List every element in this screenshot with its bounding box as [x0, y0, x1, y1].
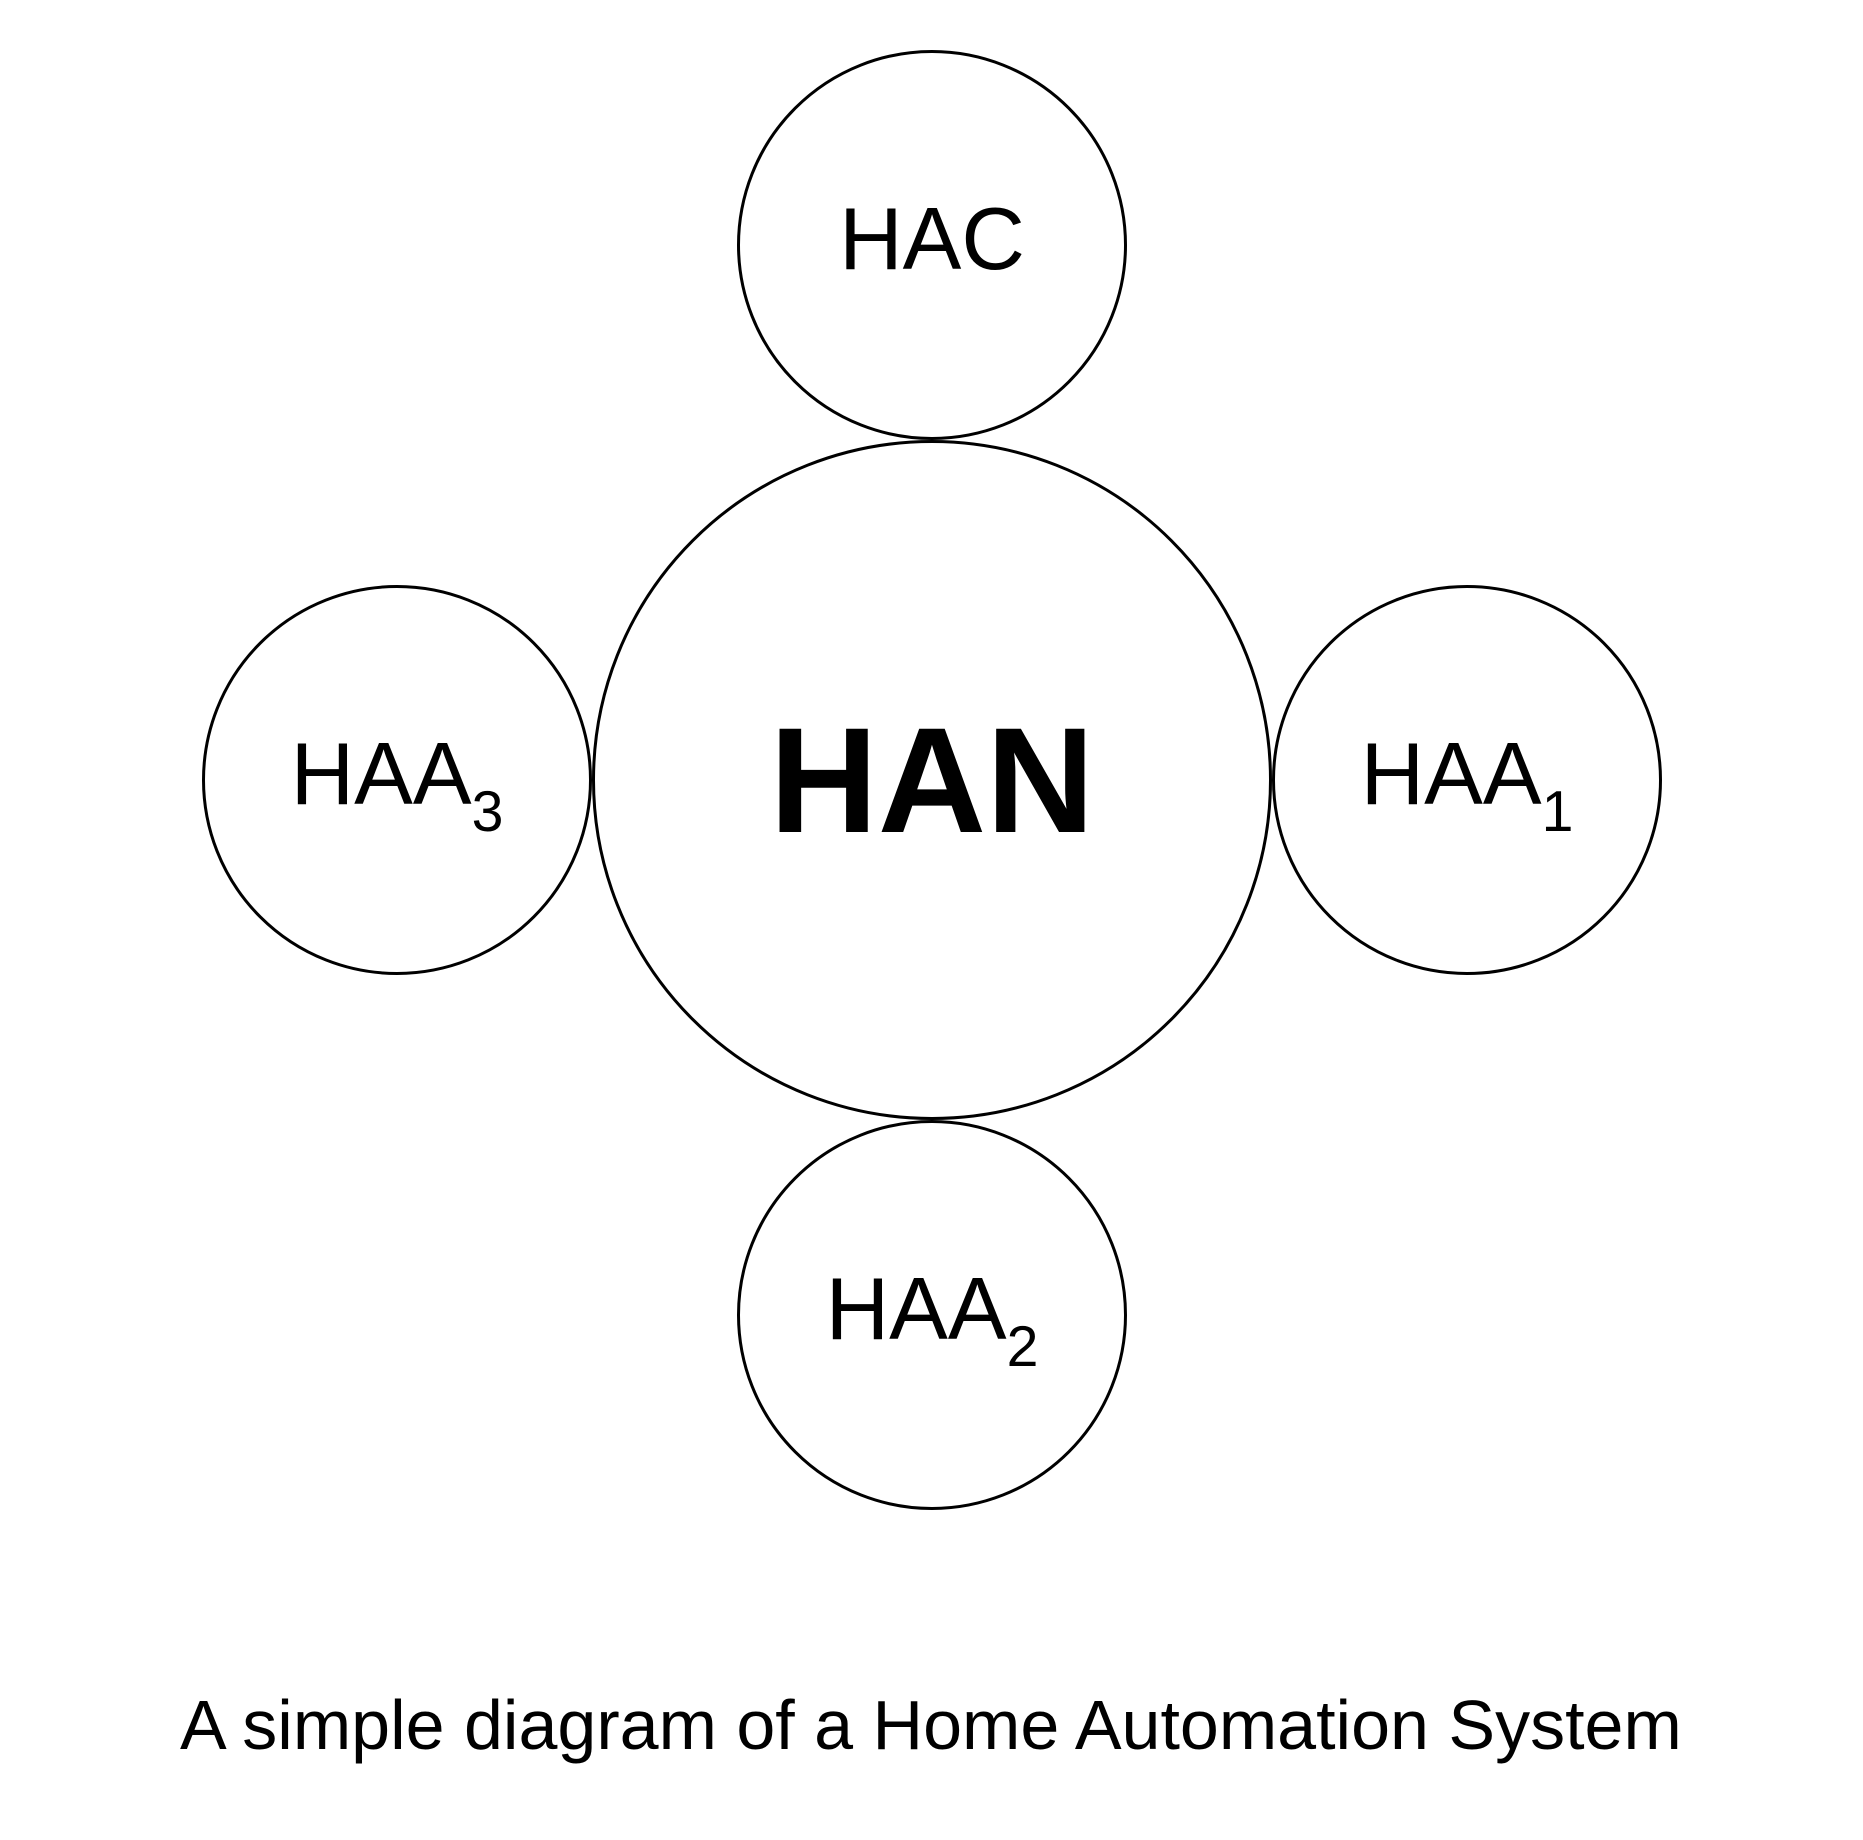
node-right: HAA1	[1272, 585, 1662, 975]
node-bottom-text: HAA	[826, 1259, 1007, 1358]
node-right-label: HAA1	[1361, 723, 1574, 837]
node-left-subscript: 3	[472, 780, 504, 844]
node-top: HAC	[737, 50, 1127, 440]
node-left: HAA3	[202, 585, 592, 975]
node-right-subscript: 1	[1542, 780, 1574, 844]
node-bottom-label: HAA2	[826, 1258, 1039, 1372]
node-right-text: HAA	[1361, 724, 1542, 823]
node-left-text: HAA	[291, 724, 472, 823]
diagram-container: HAN HAC HAA1 HAA2 HAA3 A simple diagram …	[0, 0, 1863, 1840]
node-center-label: HAN	[770, 694, 1095, 867]
node-center: HAN	[592, 440, 1272, 1120]
node-top-text: HAC	[839, 189, 1025, 288]
node-left-label: HAA3	[291, 723, 504, 837]
node-top-label: HAC	[839, 188, 1025, 302]
diagram-caption: A simple diagram of a Home Automation Sy…	[180, 1685, 1682, 1765]
node-bottom-subscript: 2	[1007, 1315, 1039, 1379]
node-bottom: HAA2	[737, 1120, 1127, 1510]
